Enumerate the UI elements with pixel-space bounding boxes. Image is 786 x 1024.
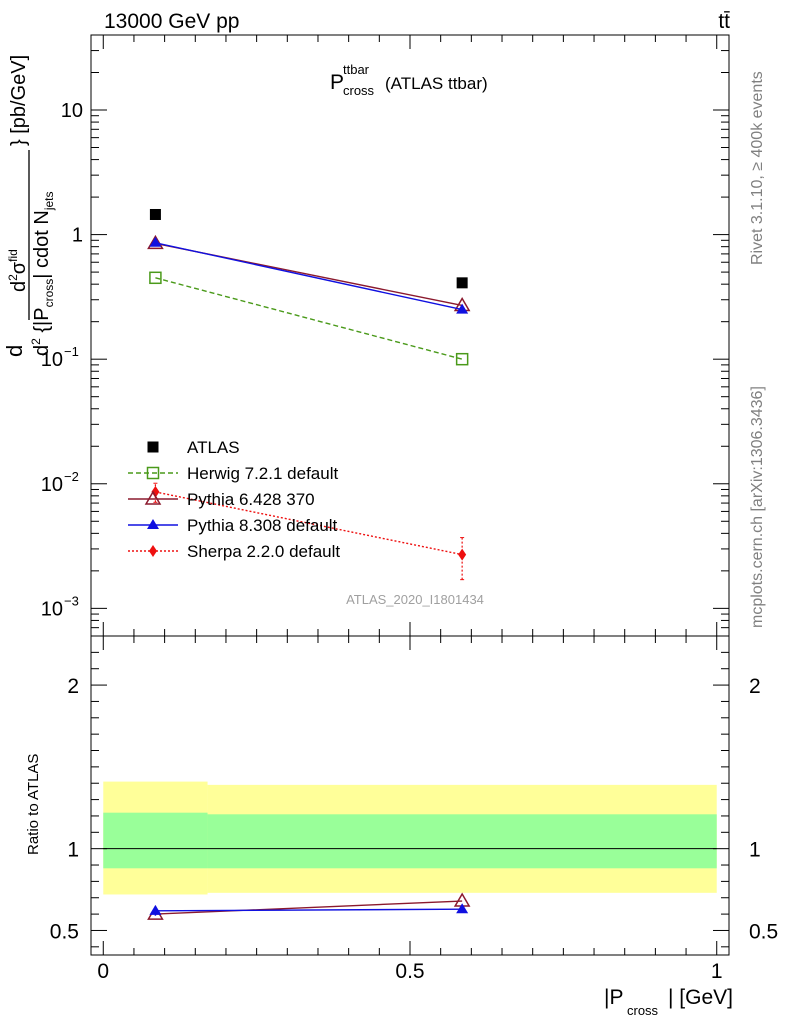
legend-entry: Herwig 7.2.1 default [128,464,338,483]
x-tick-label: 0.5 [395,960,424,983]
xlabel-sub: cross [627,1003,659,1018]
main-ylabel: d d2σfid d2 {|Pcross| cdot Njets } [pb/G… [2,55,56,357]
ratio-series-0 [147,892,471,920]
ratio-panel: 0.5 0.5 1 1 2 2 0 0.5 1 Ratio to ATLAS |P cross … [25,635,778,1018]
analysis-watermark: ATLAS_2020_I1801434 [346,592,484,607]
x-tick-label: 0 [97,960,109,983]
xlabel-pre: |P [604,986,623,1009]
series-1 [149,271,469,366]
ylabel-d: d [2,345,27,357]
legend-marker [146,466,160,480]
process-label: tt̄ [718,10,730,33]
series-4 [151,482,467,581]
legend-entry: ATLAS [147,438,240,457]
mcplots-label: mcplots.cern.ch [arXiv:1306.3436] [749,386,766,628]
data-point [456,277,468,289]
uncertainty-band-inner [103,812,208,869]
ratio-y-tick-label-right: 1 [749,839,761,862]
plot-title-sup: ttbar [343,62,370,77]
ratio-point [456,903,469,914]
y-tick-label: 10 [41,598,63,620]
plot-title-suffix: (ATLAS ttbar) [385,74,488,93]
rivet-label: Rivet 3.1.10, ≥ 400k events [749,71,766,265]
y-tick-exponent: −3 [64,593,79,608]
y-tick-label: 10 [41,349,63,371]
ratio-y-tick-label: 2 [67,675,79,698]
y-tick-label: 10 [41,474,63,496]
ratio-y-tick-label-right: 2 [749,675,761,698]
data-point [147,234,164,250]
y-tick-label: 10 [61,100,83,122]
legend-entry: Sherpa 2.2.0 default [128,542,340,561]
legend-entry: Pythia 8.308 default [128,516,338,535]
legend-entry: Pythia 6.428 370 [128,490,315,509]
data-point [149,208,161,220]
data-point [149,271,162,285]
y-tick-exponent: −2 [64,469,79,484]
y-tick-exponent: −1 [64,344,79,359]
plot-title-sub: cross [343,83,375,98]
ylabel-numerator: d2σfid [6,249,30,292]
legend-label: Sherpa 2.2.0 default [187,542,340,561]
legend-marker [147,441,159,453]
legend-marker [149,545,157,557]
ratio-series-1 [149,903,469,916]
ratio-y-tick-label-right: 0.5 [749,920,778,943]
series-2 [147,234,471,312]
x-axis-label: |P cross | [GeV] [604,986,733,1018]
ratio-plot-area [103,781,717,920]
data-point [456,303,469,314]
series-line [155,242,463,311]
data-point [455,352,469,366]
legend-label: Pythia 8.308 default [187,516,338,535]
series-line [155,277,463,360]
y-tick-label: 1 [72,225,83,247]
main-plot-area [147,208,471,581]
legend-marker [147,519,159,529]
legend-label: Herwig 7.2.1 default [187,464,338,483]
plot-title: P [330,71,344,94]
series-0 [149,208,468,289]
ratio-line [155,908,463,912]
legend-label: Pythia 6.428 370 [187,490,315,509]
data-point [458,548,467,561]
ratio-point [149,904,162,915]
data-point [151,485,160,498]
series-3 [149,236,469,314]
ratio-y-tick-label: 0.5 [50,920,79,943]
ratio-ylabel: Ratio to ATLAS [25,754,42,855]
legend-label: ATLAS [187,438,240,457]
legend-marker [144,490,162,505]
ylabel-unit: } [pb/GeV] [8,55,30,146]
ylabel-denominator: d2 {|Pcross| cdot Njets [29,191,56,356]
legend: ATLAS Herwig 7.2.1 default Pythia 6.428 37… [128,438,340,561]
ratio-line [155,900,463,915]
x-tick-label: 1 [711,960,723,983]
xlabel-post: | [GeV] [668,986,733,1009]
ratio-y-tick-label: 1 [67,839,79,862]
uncertainty-band-inner [207,814,717,869]
data-point [149,236,162,247]
series-line [155,491,463,556]
ratio-axes: 0.5 0.5 1 1 2 2 0 0.5 1 [50,636,778,983]
energy-label: 13000 GeV pp [104,10,239,33]
